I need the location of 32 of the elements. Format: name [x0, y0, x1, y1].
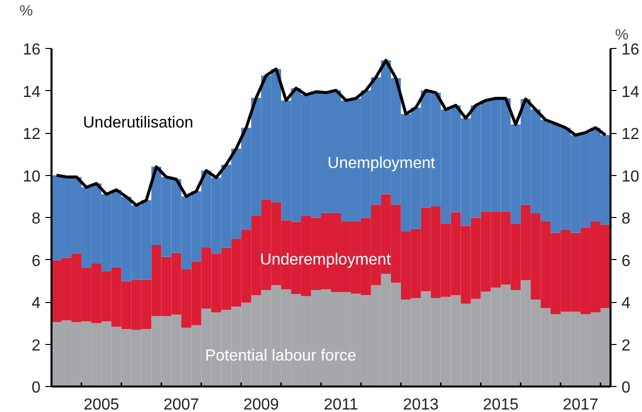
x-tick-label: 2015: [482, 396, 519, 412]
series-label: Underemployment: [260, 251, 392, 268]
y-tick-label: 4: [32, 295, 41, 312]
y2-tick-label: 16: [622, 42, 640, 58]
x-tick-label: 2013: [403, 396, 439, 412]
y-axis-title: %: [20, 2, 33, 20]
series-label: Unemployment: [328, 154, 436, 172]
x-tick-label: 2011: [324, 396, 358, 412]
y2-tick-label: 14: [622, 84, 640, 101]
y-tick-label: 2: [32, 337, 41, 354]
y-tick-label: 8: [32, 210, 41, 228]
y-tick-label: 12: [22, 126, 41, 143]
y-tick-label: 0: [32, 380, 41, 396]
y2-axis-title: %: [615, 26, 629, 44]
y2-tick-label: 10: [622, 168, 640, 186]
y2-tick-label: 2: [622, 337, 630, 354]
y2-tick-label: 8: [622, 210, 630, 228]
y2-tick-label: 4: [622, 295, 630, 312]
y-tick-label: 10: [22, 168, 41, 186]
x-tick-label: 2009: [243, 396, 280, 412]
y-tick-label: 6: [32, 252, 41, 270]
y2-tick-label: 6: [622, 252, 630, 270]
x-tick-label: 2017: [562, 396, 598, 412]
text: Underutilisation: [83, 114, 194, 132]
y-tick-label: 14: [22, 84, 41, 101]
y2-tick-label: 0: [622, 380, 630, 396]
x-tick-label: 2005: [84, 396, 120, 412]
line-series: [54, 58, 608, 207]
y2-tick-label: 12: [622, 126, 640, 143]
y-tick-label: 16: [22, 42, 41, 58]
x-tick-label: 2007: [163, 396, 200, 412]
series-label: Potential labour force: [205, 348, 356, 365]
